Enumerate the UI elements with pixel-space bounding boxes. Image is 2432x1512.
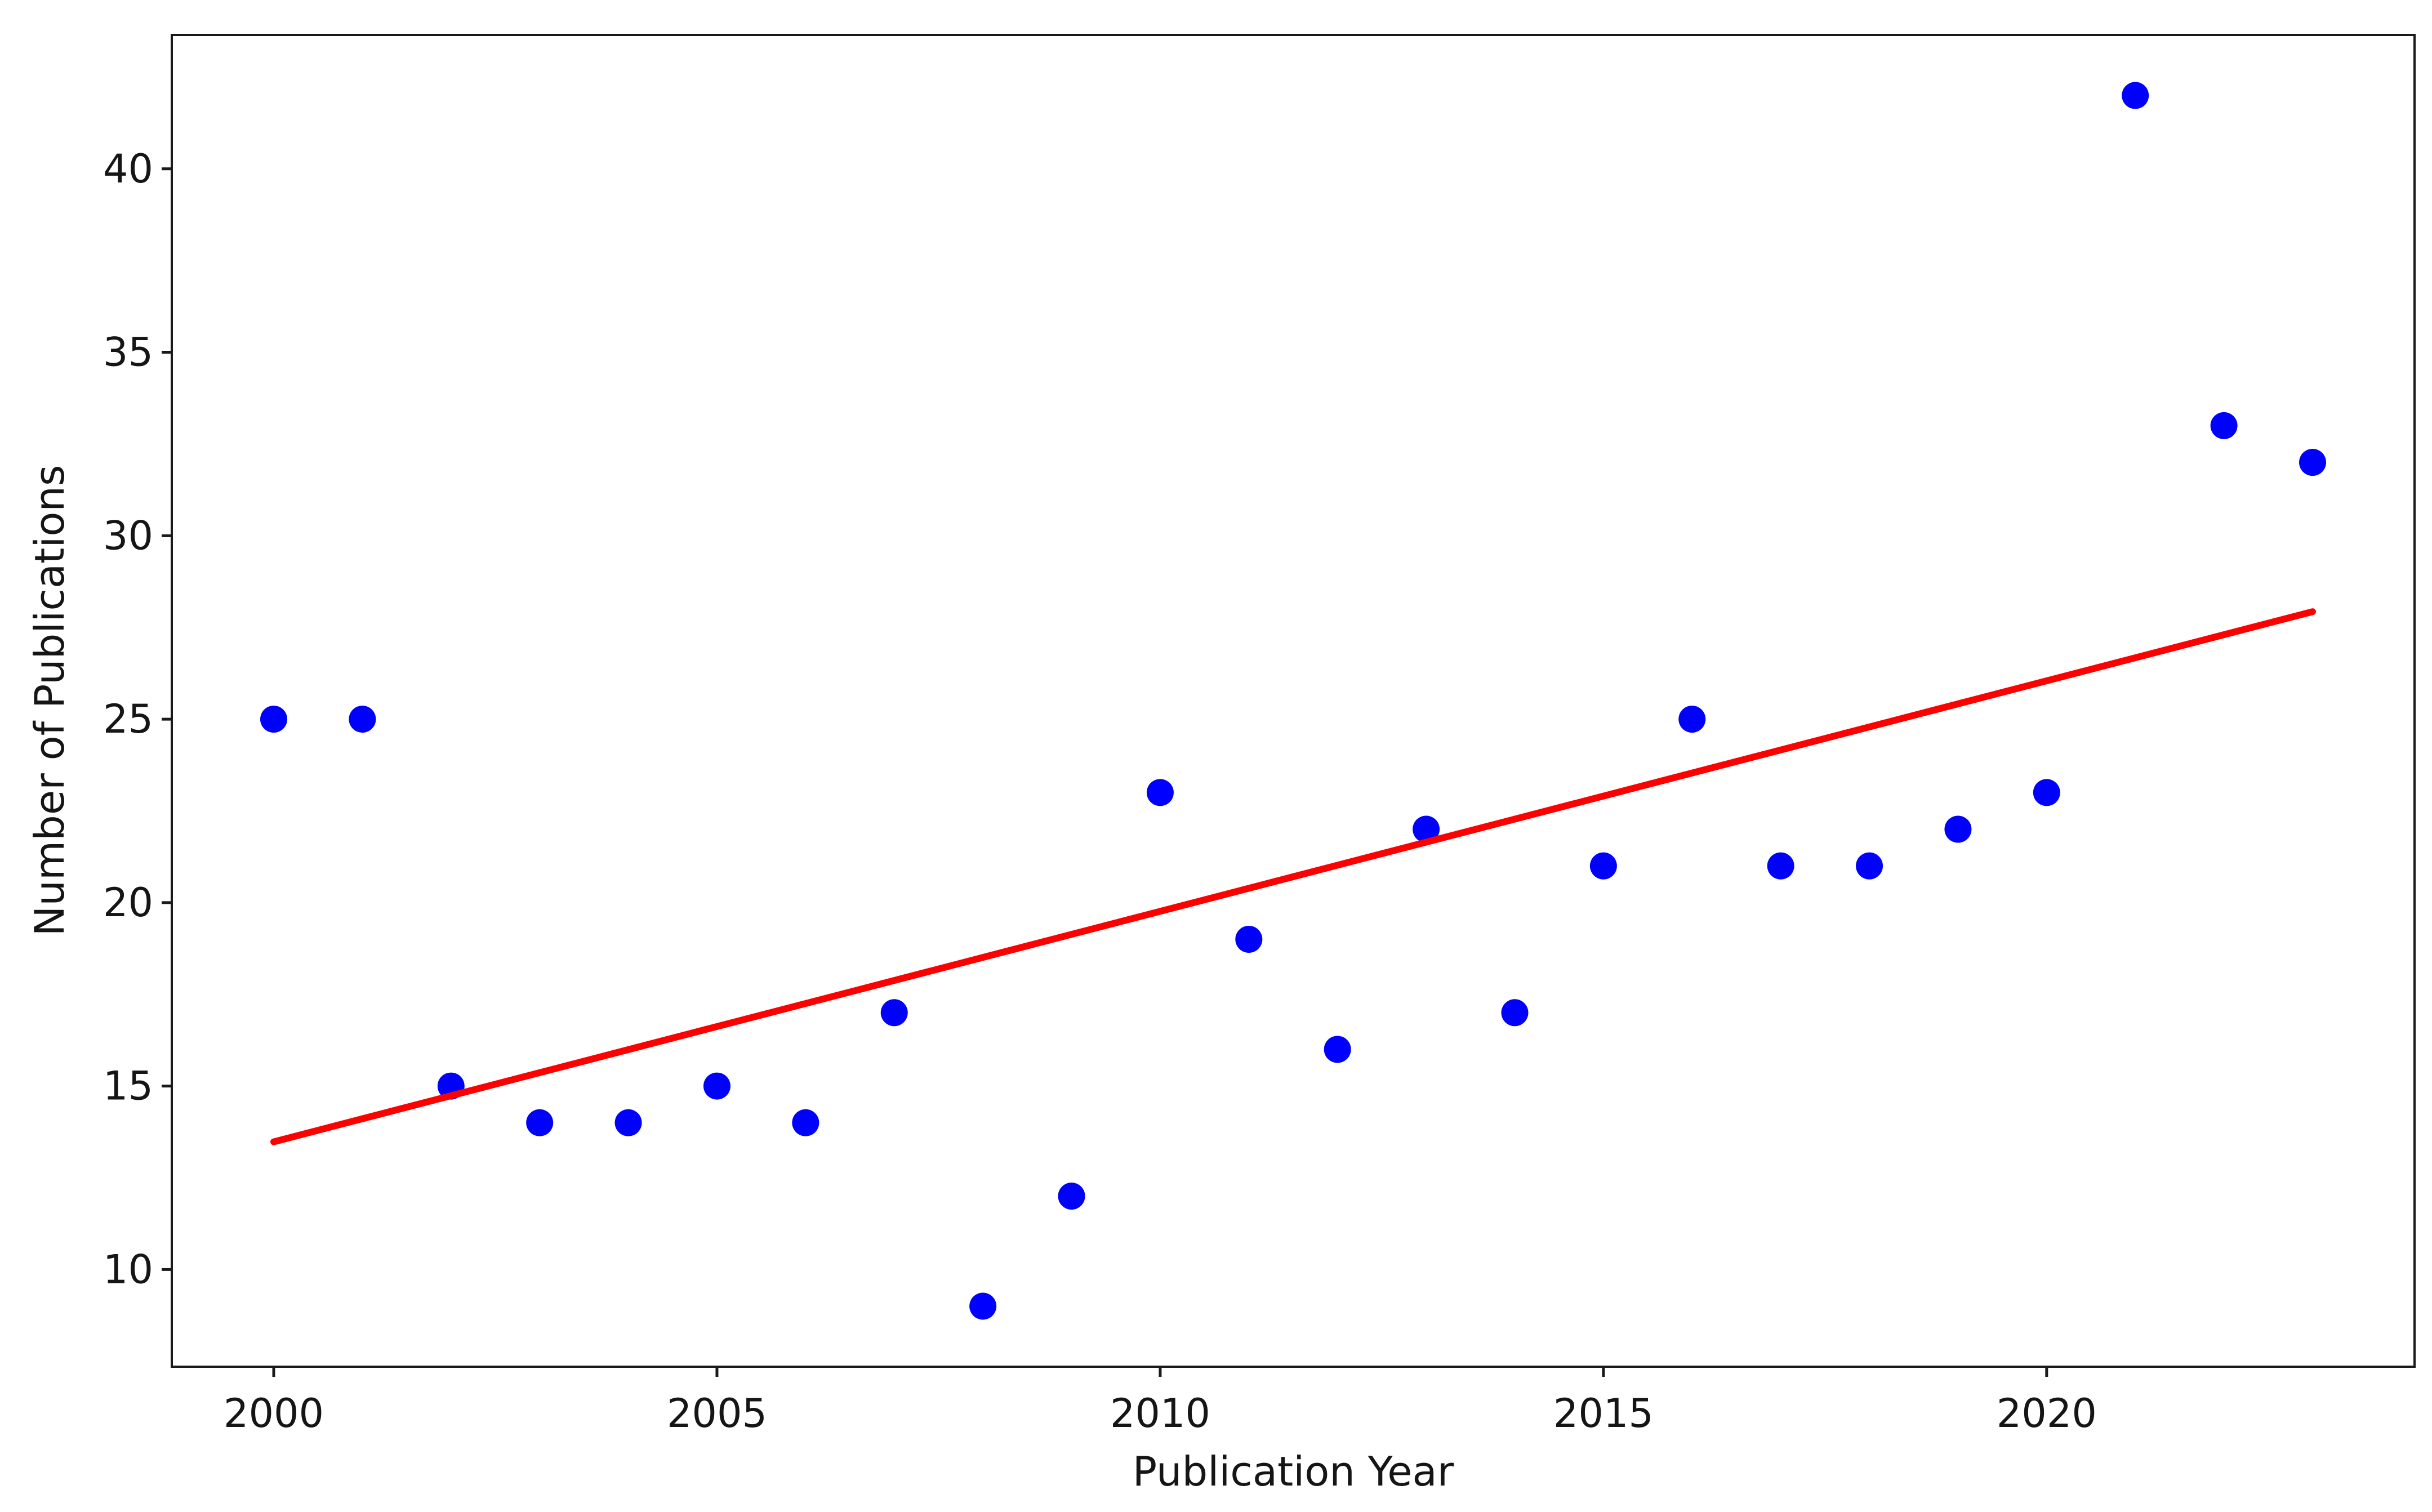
x-tick-label: 2020 bbox=[1997, 1390, 2097, 1437]
scatter-point bbox=[1413, 815, 1440, 843]
scatter-point bbox=[526, 1109, 554, 1136]
y-tick-label: 20 bbox=[103, 880, 153, 926]
trend-line bbox=[270, 608, 2316, 1145]
scatter-point bbox=[969, 1292, 997, 1320]
scatter-point bbox=[703, 1072, 731, 1100]
x-tick-label: 2005 bbox=[667, 1390, 767, 1437]
y-tick-label: 25 bbox=[103, 696, 153, 742]
x-tick-label: 2015 bbox=[1553, 1390, 1654, 1437]
y-tick-label: 10 bbox=[103, 1246, 153, 1292]
scatter-point bbox=[1678, 706, 1706, 733]
scatter-point bbox=[2299, 449, 2326, 476]
scatter-point bbox=[792, 1109, 819, 1136]
scatter-point bbox=[1501, 999, 1529, 1027]
scatter-point bbox=[2210, 412, 2238, 439]
x-tick-label: 2000 bbox=[224, 1390, 324, 1437]
scatter-point bbox=[1235, 925, 1263, 953]
scatter-point bbox=[1589, 852, 1617, 880]
scatter-point bbox=[2122, 82, 2149, 109]
y-tick-label: 15 bbox=[103, 1063, 153, 1109]
x-axis-label: Publication Year bbox=[1133, 1448, 1454, 1495]
scatter-point bbox=[349, 706, 376, 733]
x-tick-label: 2010 bbox=[1110, 1390, 1210, 1437]
scatter-point bbox=[1767, 852, 1794, 880]
scatter-point bbox=[260, 706, 287, 733]
plot-border bbox=[171, 34, 2416, 1368]
scatter-point bbox=[614, 1109, 642, 1136]
scatter-point bbox=[1944, 815, 1972, 843]
scatter-point bbox=[880, 999, 908, 1027]
scatter-point bbox=[1058, 1183, 1085, 1210]
y-tick-label: 35 bbox=[103, 329, 153, 376]
scatter-point bbox=[1146, 779, 1174, 806]
scatter-point bbox=[1324, 1036, 1351, 1063]
y-tick-label: 30 bbox=[103, 512, 153, 559]
y-tick-label: 40 bbox=[103, 146, 153, 192]
y-axis-label: Number of Publications bbox=[26, 465, 73, 936]
scatter-point bbox=[2033, 779, 2060, 806]
scatter-point bbox=[1856, 852, 1883, 880]
